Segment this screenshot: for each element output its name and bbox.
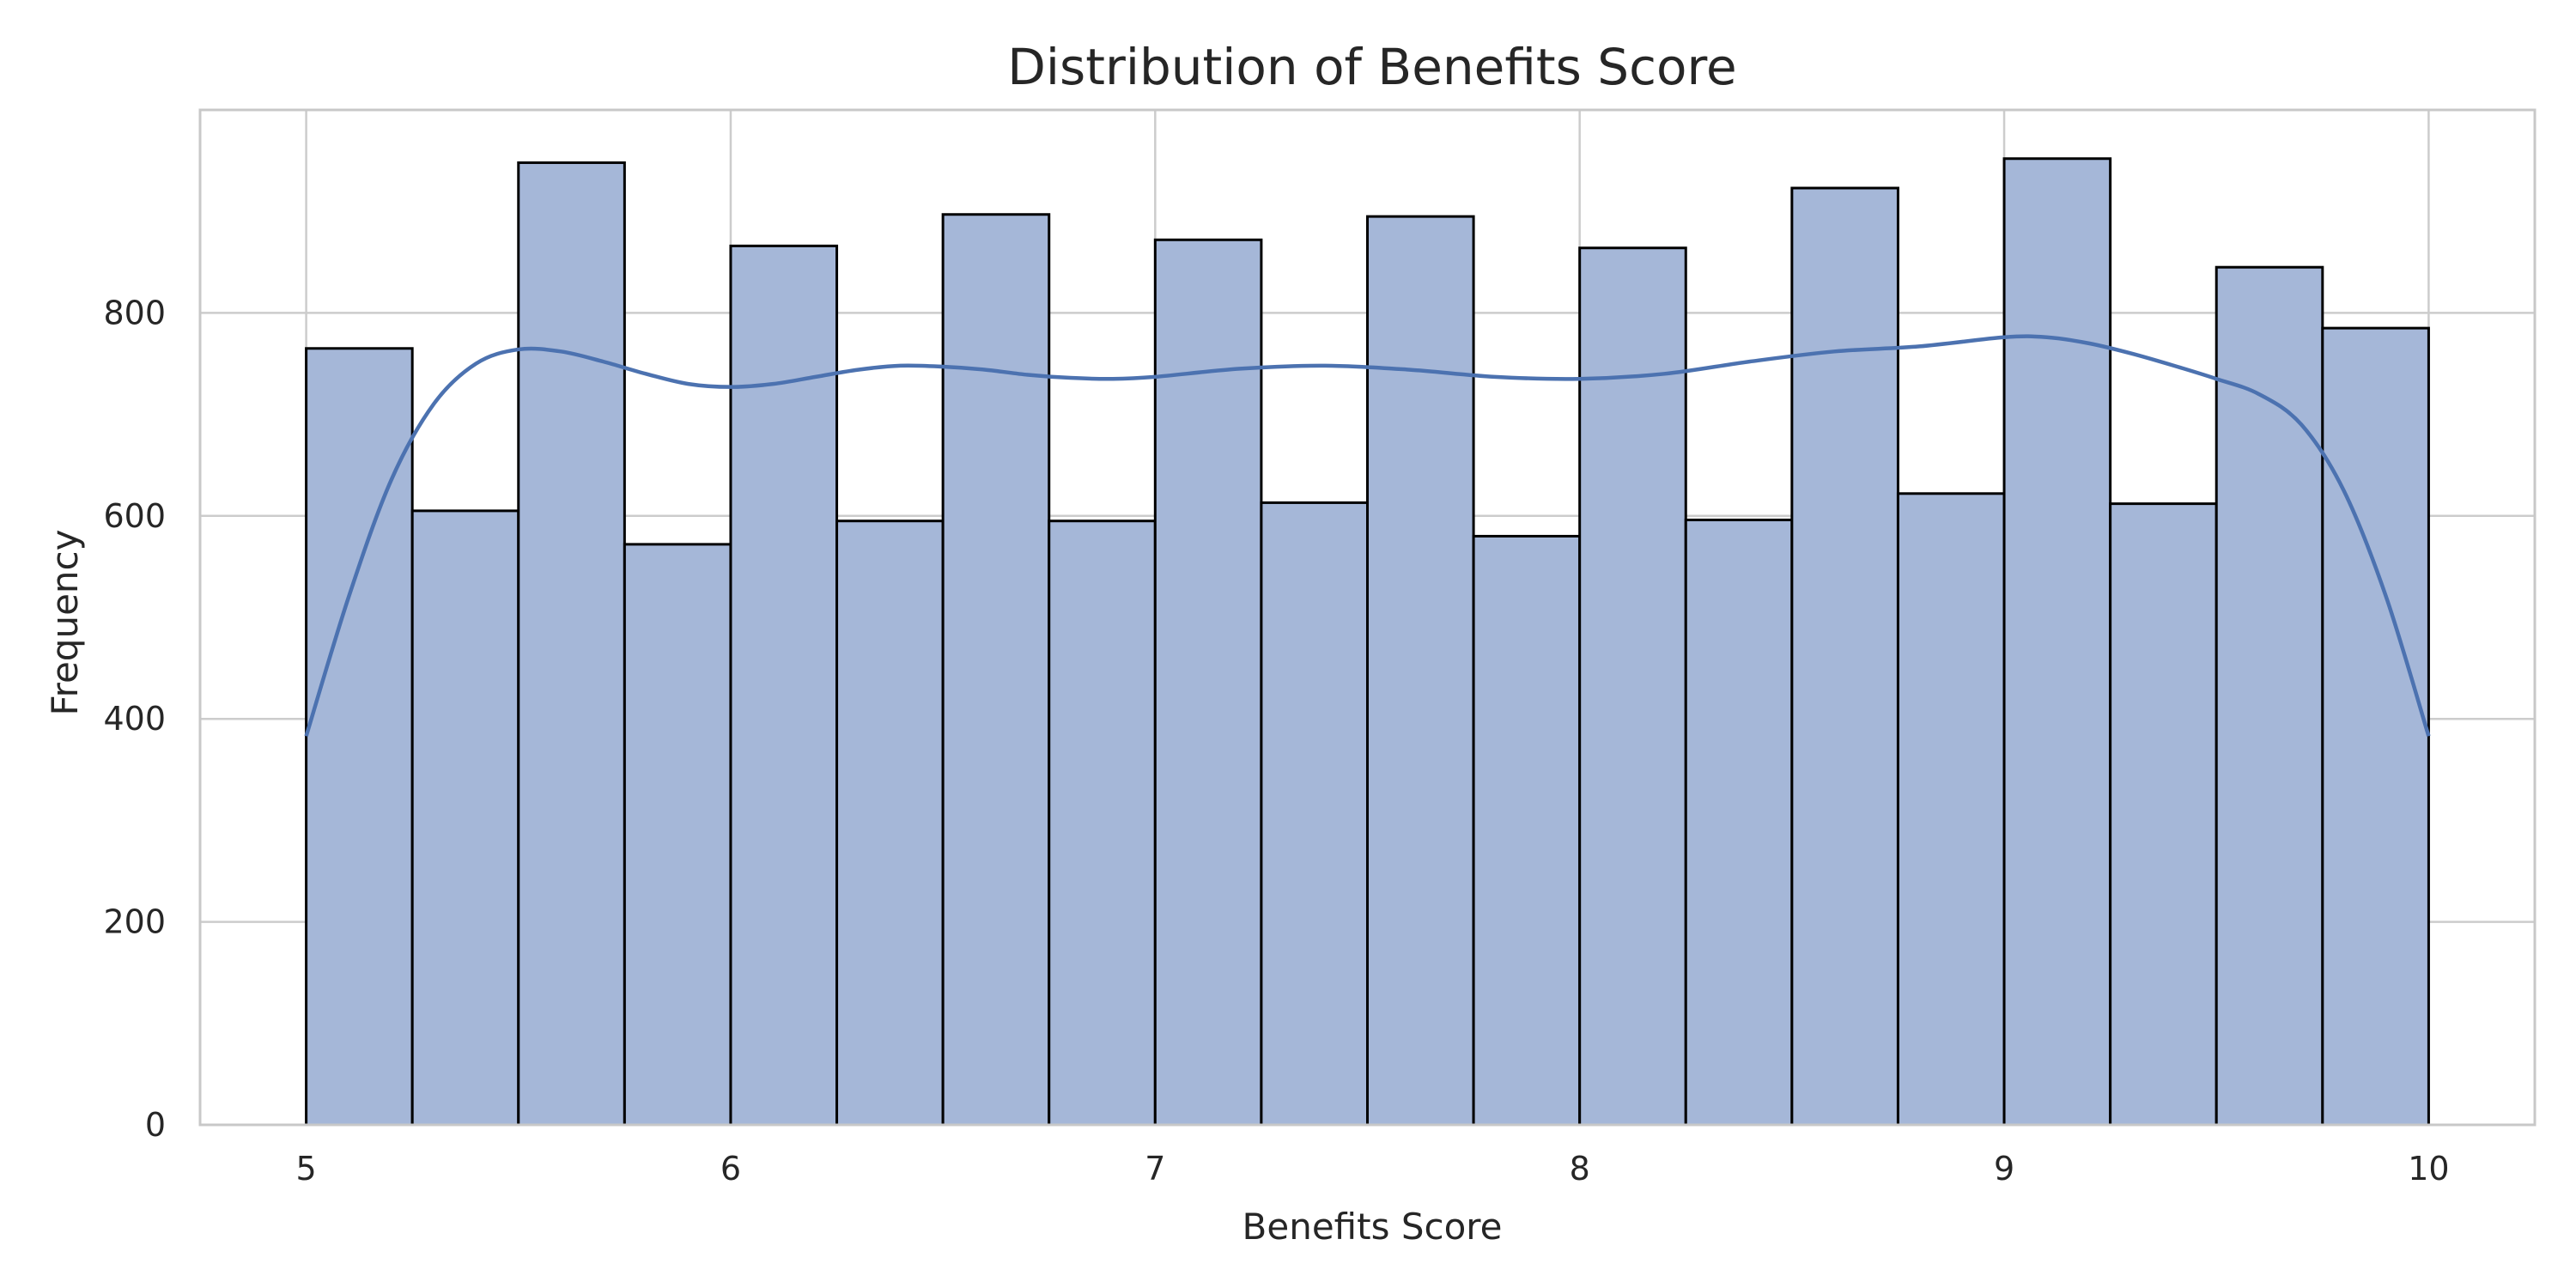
x-tick-label: 6	[720, 1150, 741, 1188]
y-axis-label: Frequency	[44, 530, 86, 716]
histogram-bar	[1048, 519, 1157, 1127]
y-tick-label: 600	[103, 497, 166, 535]
x-axis-label: Benefits Score	[1242, 1206, 1503, 1248]
y-tick-label: 0	[145, 1106, 166, 1144]
chart-title: Distribution of Benefits Score	[1007, 38, 1736, 96]
kde-curve	[304, 334, 2431, 737]
histogram-bar	[1153, 238, 1263, 1127]
x-tick-label: 7	[1145, 1150, 1165, 1188]
histogram-bar	[1472, 534, 1582, 1127]
y-tick-labels: 0 200 400 600 800	[103, 294, 166, 1144]
histogram-bar	[941, 213, 1051, 1127]
histogram-bar	[1684, 519, 1794, 1127]
histogram-bar	[2109, 502, 2218, 1127]
histogram-bar	[2215, 265, 2324, 1127]
y-tick-label: 200	[103, 903, 166, 941]
histogram-bar	[517, 161, 626, 1127]
kde-curve-layer	[304, 334, 2431, 737]
histogram-bar	[1366, 215, 1475, 1127]
histogram-bar	[410, 509, 520, 1127]
histogram-bar	[1790, 186, 1899, 1127]
histogram-bar	[1896, 492, 2006, 1127]
x-tick-label: 9	[1994, 1150, 2014, 1188]
y-tick-label: 400	[103, 700, 166, 738]
y-tick-label: 800	[103, 294, 166, 331]
x-tick-label: 5	[295, 1150, 316, 1188]
histogram-bar	[2321, 326, 2430, 1127]
x-tick-label: 8	[1570, 1150, 1590, 1188]
plot-frame	[198, 108, 2537, 1127]
histogram-bar	[2002, 157, 2112, 1127]
histogram-bar	[1260, 501, 1369, 1127]
histogram-bar	[623, 543, 732, 1127]
x-tick-label: 10	[2408, 1150, 2449, 1188]
histogram-bars	[305, 157, 2430, 1127]
histogram-bar	[835, 519, 945, 1127]
x-tick-labels: 5 6 7 8 9 10	[295, 1150, 2449, 1188]
